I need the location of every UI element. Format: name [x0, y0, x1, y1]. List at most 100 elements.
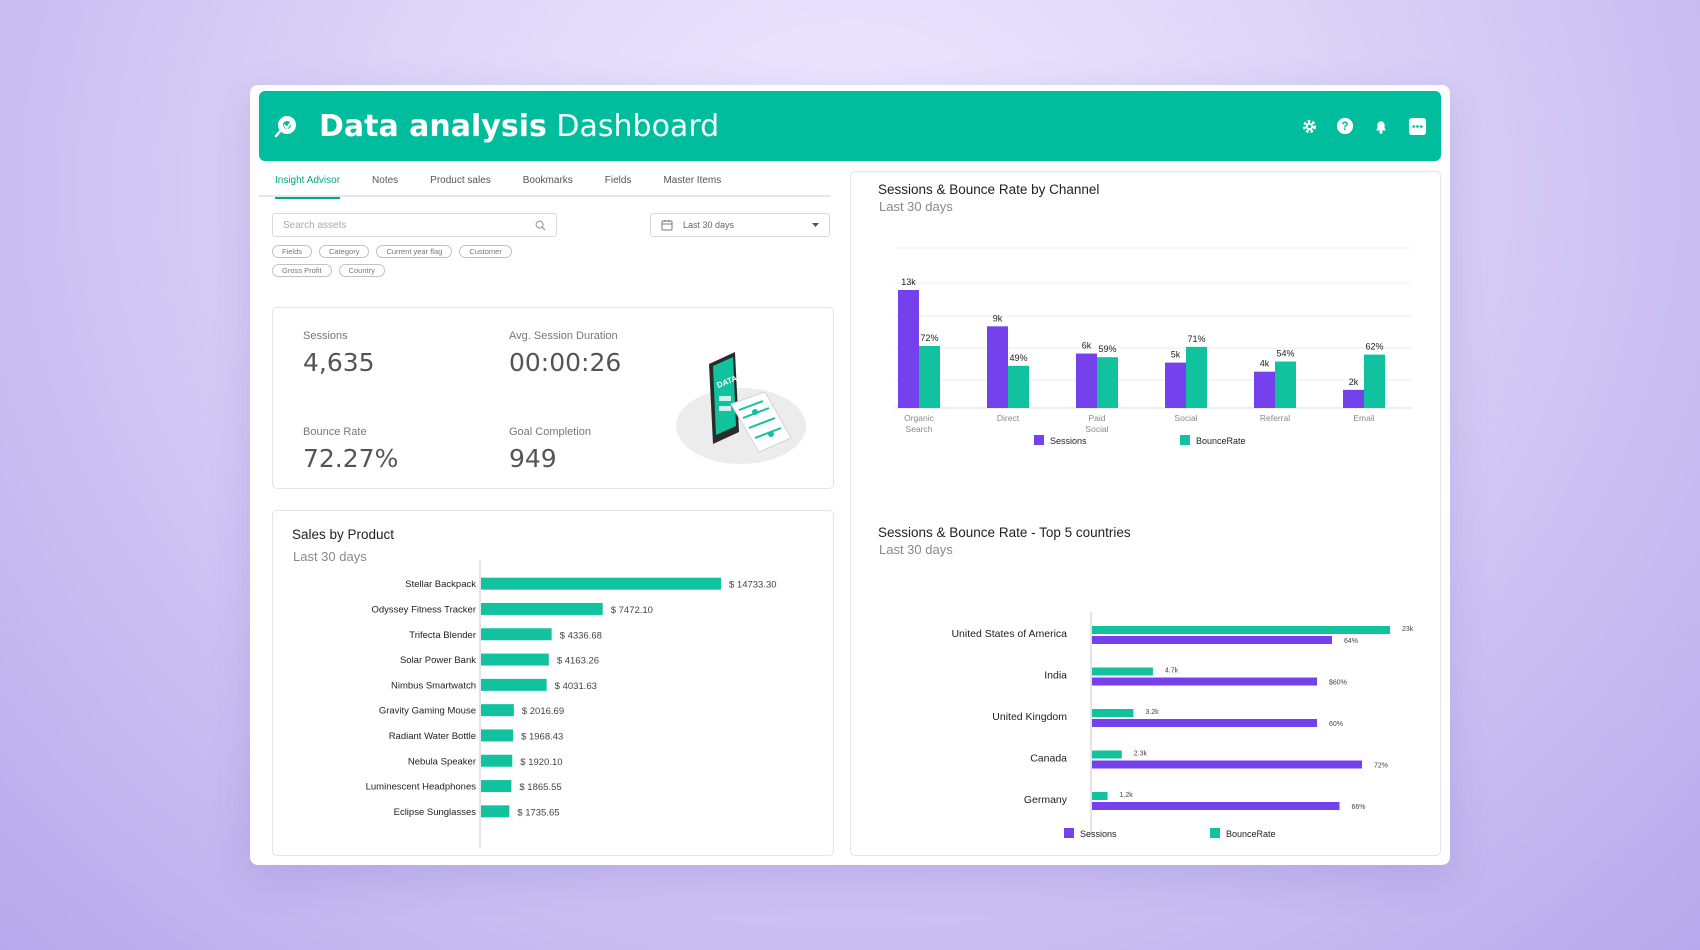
- sessions-bar: [898, 290, 919, 408]
- tab-product-sales[interactable]: Product sales: [430, 175, 491, 186]
- tab-bookmarks[interactable]: Bookmarks: [522, 175, 573, 186]
- kpi-value: 949: [509, 444, 557, 473]
- kpi-sessions: Sessions 4,635: [303, 330, 375, 377]
- sales-category-label: Radiant Water Bottle: [389, 731, 476, 742]
- bounce-bar: [1364, 354, 1385, 408]
- channel-category-label: Direct: [997, 413, 1020, 423]
- channel-category-label: Organic: [904, 413, 935, 423]
- search-placeholder: Search assets: [283, 219, 347, 231]
- page-title: Data analysis Dashboard: [319, 109, 719, 144]
- chip-current-year-flag[interactable]: Current year flag: [376, 245, 453, 258]
- tab-master-items[interactable]: Master Items: [663, 175, 722, 186]
- tab-bar: Insight Advisor Notes Product sales Book…: [259, 167, 831, 199]
- channel-category-label: Social: [1174, 413, 1197, 423]
- chip-fields[interactable]: Fields: [272, 245, 313, 258]
- country-bounce-value: 23k: [1402, 626, 1414, 633]
- country-sessions-value: 72%: [1374, 763, 1388, 770]
- kpi-value: 72.27%: [303, 444, 399, 473]
- filter-chips: Fields Category Current year flag Custom…: [272, 245, 572, 277]
- tab-fields[interactable]: Fields: [604, 175, 632, 186]
- sales-bar: [481, 602, 603, 615]
- channel-chart-subtitle: Last 30 days: [879, 199, 953, 214]
- kpi-label: Bounce Rate: [303, 426, 367, 438]
- sales-category-label: Trifecta Blender: [409, 630, 476, 641]
- dashboard-window: Data analysis Dashboard ? Insight Adviso…: [250, 85, 1450, 865]
- chip-gross-profit[interactable]: Gross Profit: [272, 264, 332, 277]
- date-range-select[interactable]: Last 30 days: [650, 213, 830, 237]
- sales-value-label: $ 7472.10: [611, 605, 653, 616]
- date-range-value: Last 30 days: [683, 220, 735, 230]
- country-label: United States of America: [951, 628, 1067, 640]
- kpi-value: 4,635: [303, 348, 375, 377]
- kpi-bounce-rate: Bounce Rate 72.27%: [303, 426, 398, 473]
- svg-text:?: ?: [1341, 120, 1348, 133]
- bounce-bar: [1275, 361, 1296, 408]
- sales-bar: [481, 678, 547, 691]
- sales-value-label: $ 1920.10: [520, 757, 562, 768]
- sales-bar: [481, 704, 514, 717]
- sales-bar: [481, 577, 721, 590]
- country-sessions-value: $60%: [1329, 680, 1347, 687]
- sales-value-label: $ 1865.55: [519, 782, 561, 793]
- card-title: Sales by Product: [292, 527, 395, 542]
- data-illustration: DATA: [676, 352, 806, 464]
- country-chart-title: Sessions & Bounce Rate - Top 5 countries: [878, 525, 1131, 540]
- country-label: Canada: [1030, 753, 1067, 765]
- country-bounce-value: 1.2k: [1120, 792, 1134, 799]
- chip-country[interactable]: Country: [338, 264, 385, 277]
- chat-icon[interactable]: [1407, 116, 1427, 136]
- sessions-bar: [987, 326, 1008, 408]
- legend-sessions-label: Sessions: [1050, 436, 1087, 446]
- kpi-value: 00:00:26: [509, 348, 622, 377]
- tab-insight-advisor[interactable]: Insight Advisor: [259, 167, 356, 199]
- legend-bounce-label: BounceRate: [1226, 829, 1276, 839]
- sales-by-product-card: Sales by Product Last 30 days Stellar Ba…: [272, 510, 834, 856]
- legend-bounce-label: BounceRate: [1196, 436, 1246, 446]
- country-chart-subtitle: Last 30 days: [879, 542, 953, 557]
- bounce-bar: [1097, 357, 1118, 408]
- country-sessions-bar: [1092, 760, 1362, 769]
- country-bounce-value: 3.2k: [1145, 709, 1159, 716]
- sessions-bar: [1165, 362, 1186, 408]
- gear-icon[interactable]: [1299, 116, 1319, 136]
- kpi-label: Goal Completion: [509, 426, 591, 438]
- bounce-value-label: 49%: [1009, 353, 1027, 363]
- sessions-value-label: 13k: [901, 277, 916, 287]
- country-bounce-value: 4.7k: [1165, 668, 1179, 675]
- sessions-bar: [1076, 353, 1097, 408]
- sessions-value-label: 9k: [993, 313, 1003, 323]
- country-label: Germany: [1024, 794, 1068, 806]
- sales-value-label: $ 4336.68: [560, 630, 602, 641]
- sessions-value-label: 2k: [1349, 377, 1359, 387]
- chip-category[interactable]: Category: [319, 245, 370, 258]
- chip-customer[interactable]: Customer: [459, 245, 512, 258]
- sessions-value-label: 5k: [1171, 350, 1181, 360]
- sales-bar: [481, 754, 513, 767]
- sales-category-label: Luminescent Headphones: [366, 782, 477, 793]
- sales-bar: [481, 729, 514, 742]
- sales-category-label: Odyssey Fitness Tracker: [371, 604, 476, 615]
- sales-category-label: Eclipse Sunglasses: [394, 807, 477, 818]
- channel-category-label: Email: [1353, 413, 1374, 423]
- title-light: Dashboard: [556, 108, 720, 144]
- help-icon[interactable]: ?: [1335, 116, 1355, 136]
- channel-category-label: Social: [1085, 424, 1108, 434]
- country-sessions-value: 64%: [1344, 638, 1358, 645]
- tab-notes[interactable]: Notes: [372, 175, 399, 186]
- country-sessions-bar: [1092, 677, 1317, 686]
- legend-sessions-swatch: [1034, 435, 1044, 445]
- bounce-bar: [1186, 346, 1207, 408]
- sessions-bar: [1343, 389, 1364, 408]
- bounce-value-label: 54%: [1276, 349, 1294, 359]
- bell-icon[interactable]: [1371, 116, 1391, 136]
- kpi-avg-session-duration: Avg. Session Duration 00:00:26: [509, 330, 621, 377]
- country-sessions-bar: [1092, 802, 1340, 810]
- search-input[interactable]: Search assets: [272, 213, 557, 237]
- title-bold: Data analysis: [319, 108, 547, 144]
- channel-category-label: Search: [906, 424, 933, 434]
- sales-by-product-chart: Stellar Backpack $ 14733.30 Odyssey Fitnes…: [366, 561, 777, 847]
- country-sessions-value: 66%: [1352, 804, 1366, 811]
- logo-icon: [274, 116, 296, 138]
- country-bounce-bar: [1092, 792, 1108, 800]
- country-bounce-bar: [1092, 667, 1153, 676]
